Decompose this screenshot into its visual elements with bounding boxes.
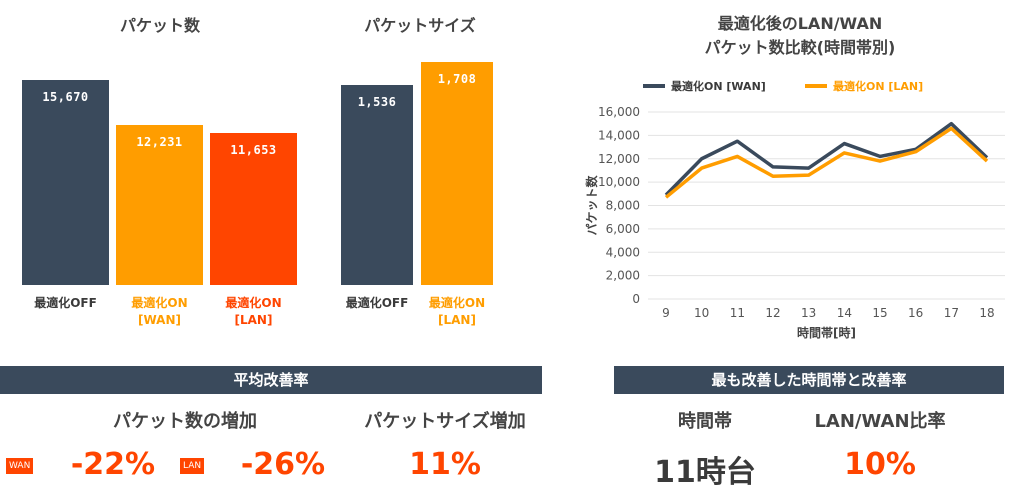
wan-tag: WAN [6, 458, 34, 474]
packet-size-chart-title: パケットサイズ [364, 16, 476, 35]
lan-improvement-value: -26% [240, 447, 326, 482]
line-chart-title-line2: パケット数比較(時間帯別) [704, 38, 896, 57]
x-tick-label-5: 14 [837, 306, 852, 320]
lan-tag: LAN [180, 458, 205, 474]
y-axis-label: パケット数 [585, 175, 599, 236]
y-tick-label-3: 6,000 [606, 222, 640, 236]
best-timeslot-header: 最も改善した時間帯と改善率 [614, 366, 1004, 394]
packet-count-category-line2-2: [LAN] [234, 313, 273, 327]
packet-size-category-label-1: 最適化ON [LAN] [411, 295, 503, 329]
x-tick-label-6: 15 [872, 306, 887, 320]
series-line-0 [664, 121, 989, 197]
legend-label-0: 最適化ON [WAN] [671, 79, 766, 93]
packet-size-bar-value-1: 1,708 [437, 72, 477, 87]
lan-wan-ratio-value: 10% [844, 447, 916, 482]
packet-size-bar-value-0: 1,536 [357, 94, 397, 109]
y-tick-label-5: 10,000 [598, 175, 640, 189]
x-tick-label-3: 12 [765, 306, 780, 320]
y-tick-label-7: 14,000 [598, 128, 640, 142]
legend-label-1: 最適化ON [LAN] [833, 79, 923, 93]
average-improvement-header: 平均改善率 [0, 366, 542, 394]
x-tick-label-1: 10 [694, 306, 709, 320]
y-tick-label-0: 0 [632, 292, 640, 306]
packet-size-category-line1-1: 最適化ON [428, 296, 486, 310]
packet-count-bar-1: 12,231 [116, 125, 203, 285]
packet-size-category-line2-1: [LAN] [438, 313, 476, 327]
packet-count-category-line1-0: 最適化OFF [34, 296, 97, 310]
hourly-comparison-line-chart: 0 2,000 4,000 6,000 8,000 10,000 12,000 14,000 1… [585, 79, 1005, 340]
x-tick-label-0: 9 [662, 306, 670, 320]
packet-size-bar-1: 1,708 [421, 62, 493, 285]
x-tick-label-2: 11 [730, 306, 745, 320]
timeslot-label: 時間帯 [678, 411, 732, 432]
y-tick-label-2: 4,000 [606, 245, 640, 259]
x-tick-label-9: 18 [979, 306, 994, 320]
packet-size-chart: 1,536 最適化OFF 1,708 最適化ON [LAN] [310, 0, 520, 345]
lan-wan-ratio-label: LAN/WAN比率 [814, 411, 946, 432]
packet-count-bar-0: 15,670 [22, 80, 109, 285]
packet-count-bar-2: 11,653 [210, 132, 297, 285]
x-tick-label-8: 17 [944, 306, 959, 320]
packet-count-increase-label: パケット数の増加 [113, 411, 257, 432]
packet-size-increase-label: パケットサイズ増加 [364, 411, 526, 432]
packet-size-category-line1-0: 最適化OFF [345, 296, 409, 310]
packet-count-category-label-2: 最適化ON [LAN] [200, 295, 307, 329]
y-tick-label-8: 16,000 [598, 105, 640, 119]
packet-count-chart: 15,670 最適化OFF 12,231 最適化ON [WAN] 11,653 最適化ON [… [0, 0, 310, 345]
y-tick-label-6: 12,000 [598, 152, 640, 166]
packet-count-bar-value-2: 11,653 [230, 142, 277, 157]
x-tick-label-7: 16 [908, 306, 923, 320]
packet-count-bar-value-0: 15,670 [42, 90, 89, 105]
packet-size-increase-value: 11% [409, 447, 481, 482]
packet-count-bar-value-1: 12,231 [136, 135, 183, 150]
series-line-1 [664, 126, 989, 199]
x-axis-label: 時間帯[時] [797, 325, 856, 340]
packet-count-category-line1-2: 最適化ON [225, 296, 282, 310]
packet-size-bar-0: 1,536 [341, 84, 413, 285]
packet-count-chart-title: パケット数 [119, 16, 200, 35]
packet-count-category-line2-1: [WAN] [138, 313, 181, 327]
packet-count-category-label-1: 最適化ON [WAN] [106, 295, 213, 329]
line-chart-title-line1: 最適化後のLAN/WAN [717, 14, 883, 33]
best-timeslot-value: 11時台 [654, 455, 756, 490]
packet-count-category-line1-1: 最適化ON [131, 296, 188, 310]
packet-size-category-label-0: 最適化OFF [331, 295, 423, 312]
y-tick-label-4: 8,000 [606, 199, 640, 213]
x-tick-label-4: 13 [801, 306, 816, 320]
wan-improvement-value: -22% [70, 447, 156, 482]
y-tick-label-1: 2,000 [606, 269, 640, 283]
packet-count-category-label-0: 最適化OFF [12, 295, 119, 312]
